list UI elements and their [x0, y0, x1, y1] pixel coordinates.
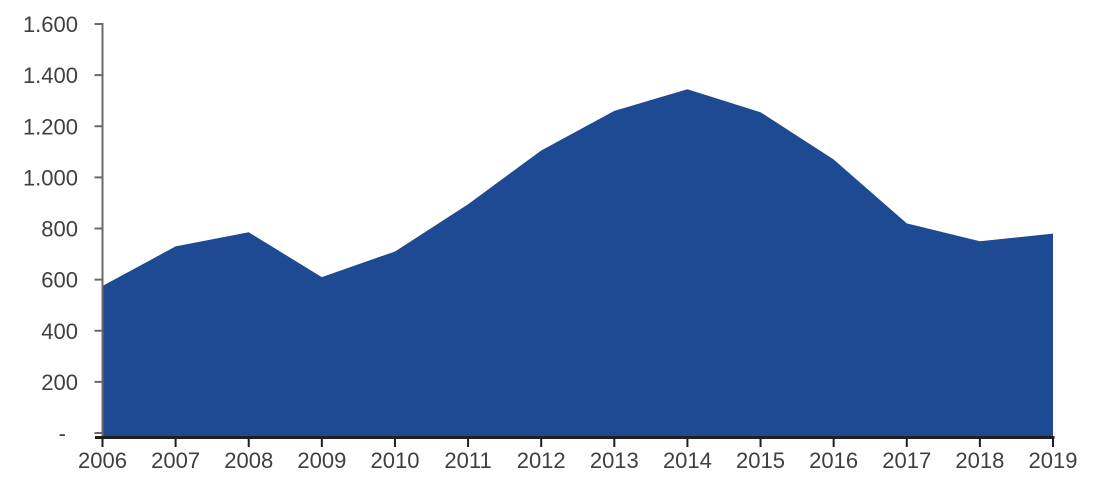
- x-tick-label: 2018: [955, 448, 1004, 473]
- x-tick-label: 2008: [224, 448, 273, 473]
- x-tick-label: 2014: [663, 448, 712, 473]
- x-tick-label: 2012: [517, 448, 566, 473]
- y-tick-label: 800: [41, 217, 78, 242]
- x-tick-label: 2013: [590, 448, 639, 473]
- x-tick-label: 2011: [444, 448, 491, 473]
- y-tick-label: 1.400: [23, 63, 78, 88]
- y-tick-label: 600: [41, 268, 78, 293]
- x-tick-label: 2017: [882, 448, 931, 473]
- x-tick-label: 2015: [736, 448, 785, 473]
- x-tick-label: 2006: [78, 448, 127, 473]
- x-tick-label: 2009: [297, 448, 346, 473]
- y-tick-label: 1.200: [23, 114, 78, 139]
- x-tick-label: 2010: [370, 448, 419, 473]
- x-tick-label: 2016: [809, 448, 858, 473]
- y-tick-label: 1.600: [23, 12, 78, 37]
- y-tick-label: -: [59, 421, 66, 446]
- y-tick-label: 400: [41, 319, 78, 344]
- y-tick-label: 1.000: [23, 165, 78, 190]
- y-tick-label: 200: [41, 370, 78, 395]
- x-tick-label: 2007: [151, 448, 200, 473]
- area-series: [102, 89, 1053, 437]
- x-tick-label: 2019: [1029, 448, 1078, 473]
